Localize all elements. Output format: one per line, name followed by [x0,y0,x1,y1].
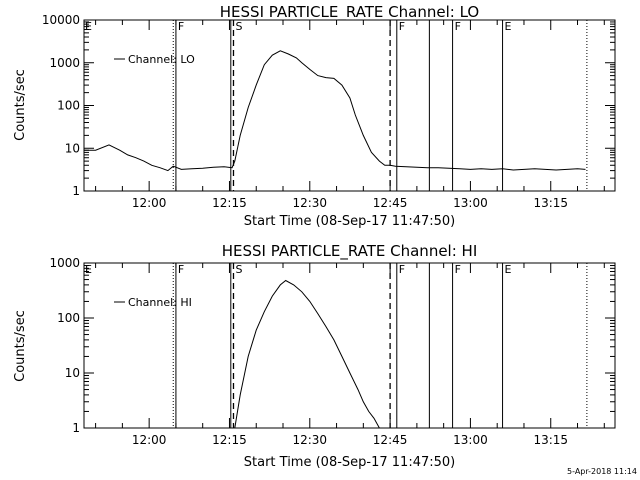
hi-series-line [234,279,380,428]
lo-legend-label: Channel: LO [128,53,195,66]
hi-y-tick-label: 1 [72,421,80,435]
footer-timestamp: 5-Apr-2018 11:14 [567,467,637,476]
lo-edge-flag-label: E [85,20,92,33]
lo-marker-label: F [455,20,461,33]
lo-x-tick-label: 12:15 [212,196,247,210]
lo-marker-label: F [178,20,184,33]
hi-edge-flag-label: E [85,263,92,276]
lo-y-tick-label: 10000 [42,13,80,27]
lo-y-tick-label: 1 [72,184,80,198]
hi-x-tick-label: 12:15 [212,433,247,447]
hi-y-tick-label: 10 [65,366,80,380]
lo-channel-panel: HESSI PARTICLE_RATE Channel: LO Start Tim… [13,3,616,229]
hi-legend-label: Channel: HI [128,296,192,309]
hi-marker-label: E [505,263,512,276]
lo-marker-label: F [399,20,405,33]
lo-y-tick-label: 10 [65,141,80,155]
lo-x-axis-label: Start Time (08-Sep-17 11:47:50) [244,214,455,229]
lo-y-tick-label: 1000 [49,56,80,70]
hi-plot-frame [83,262,616,429]
hi-x-axis-label: Start Time (08-Sep-17 11:47:50) [244,455,455,470]
hi-y-tick-label: 1000 [49,256,80,270]
lo-marker-label: S [235,20,242,33]
hi-x-tick-label: 12:45 [373,433,408,447]
hi-y-tick-label: 100 [57,311,80,325]
hi-chart-title: HESSI PARTICLE_RATE Channel: HI [222,242,478,261]
lo-x-tick-label: 12:45 [373,196,408,210]
hi-marker-label: S [235,263,242,276]
lo-chart-title: HESSI PARTICLE_RATE Channel: LO [220,3,479,22]
hi-x-tick-label: 12:00 [132,433,167,447]
hi-y-axis-label: Counts/sec [13,310,28,382]
hi-x-tick-label: 13:00 [453,433,488,447]
hi-marker-label: F [455,263,461,276]
hi-x-tick-label: 12:30 [292,433,327,447]
lo-x-tick-label: 13:00 [453,196,488,210]
lo-series-line [84,50,586,172]
lo-x-tick-label: 12:30 [292,196,327,210]
lo-x-tick-label: 12:00 [132,196,167,210]
lo-x-tick-label: 13:15 [533,196,568,210]
hi-marker-label: F [399,263,405,276]
hi-marker-label: F [178,263,184,276]
hi-channel-panel: HESSI PARTICLE_RATE Channel: HI Start Tim… [13,242,616,470]
lo-marker-label: E [505,20,512,33]
lo-y-axis-label: Counts/sec [13,69,28,141]
lo-y-tick-label: 100 [57,99,80,113]
hi-x-tick-label: 13:15 [533,433,568,447]
